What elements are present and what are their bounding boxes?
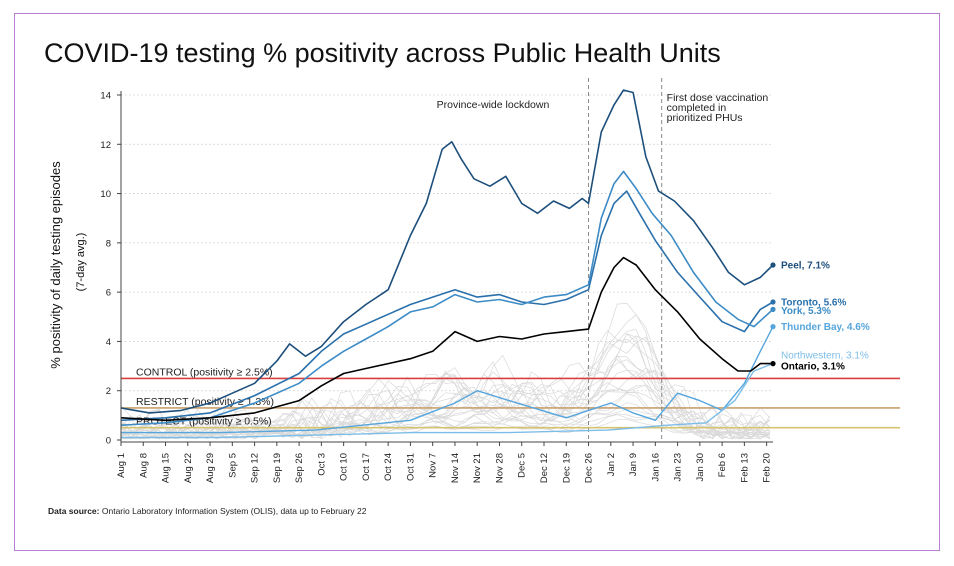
x-tick-label: Aug 8 [138,453,149,478]
y-tick-label: 6 [106,288,111,299]
annotation-vaccination: completed in [667,102,727,114]
series-line-york [120,170,774,426]
end-labels: Peel, 7.1% Toronto, 5.6%York, 5.3% Thunder… [770,261,870,373]
x-tick-label: Nov 28 [494,453,505,483]
x-tick-label: Nov 14 [450,453,461,483]
x-tick-label: Feb 20 [762,453,773,483]
event-lines [588,78,663,440]
axes: 0 2 4 6 8 10 12 14 Aug 1 Aug 8 Aug 15 Aug 22 Aug 29 S… [48,91,773,483]
data-source-label: Data source: [48,506,100,516]
other-phu-line [120,355,771,440]
x-tick-label: Aug 1 [116,453,127,478]
x-tick-label: Feb 6 [717,453,728,477]
annotation-vaccination: First dose vaccination [667,92,769,104]
x-tick-label: Jan 23 [673,453,684,482]
series-line-ontario [120,256,773,422]
x-tick-label: Aug 29 [205,453,216,483]
x-tick-label: Sep 5 [227,453,238,478]
x-tick-label: Jan 9 [628,453,639,476]
x-tick-label: Oct 10 [339,453,350,481]
annotations: Province-wide lockdown First dose vaccina… [437,92,769,124]
x-tick-label: Nov 7 [428,453,439,478]
y-axis-label: % positivity of daily testing episodes [48,161,63,369]
series-line-thunder-bay [121,326,774,434]
end-marker [770,361,776,367]
end-label: York, 5.3% [781,306,831,317]
x-tick-label: Jan 16 [650,453,661,482]
y-tick-label: 12 [100,140,111,151]
threshold-label: PROTECT (positivity ≥ 0.5%) [136,416,272,428]
series-line-toronto [120,190,774,422]
series-lines [120,89,774,439]
x-tick-label: Oct 3 [316,453,327,476]
y-tick-label: 0 [106,436,111,447]
end-label: Northwestern, 3.1% [781,350,869,361]
x-tick-label: Aug 22 [183,453,194,483]
end-marker [770,262,776,268]
y-tick-label: 14 [100,91,111,102]
y-tick-label: 8 [106,238,111,249]
x-tick-label: Sep 26 [294,453,305,483]
y-tick-label: 2 [106,386,111,397]
end-label: Thunder Bay, 4.6% [781,322,870,333]
end-marker [770,306,776,312]
series-line-northwestern [121,362,774,439]
other-phu-line [120,354,771,440]
annotation-vaccination: prioritized PHUs [667,112,743,124]
end-marker [770,299,776,305]
x-tick-label: Jan 2 [606,453,617,476]
x-tick-label: Oct 24 [383,453,394,481]
x-tick-label: Dec 5 [517,453,528,478]
end-marker [770,324,776,330]
x-tick-label: Dec 19 [561,453,572,483]
y-axis-sublabel: (7-day avg.) [75,233,87,292]
x-tick-label: Oct 31 [405,453,416,481]
grid [121,94,773,392]
other-phu-line [120,413,770,438]
end-label: Peel, 7.1% [781,261,830,272]
x-tick-label: Aug 15 [161,453,172,483]
x-tick-label: Sep 12 [250,453,261,483]
other-phu-line [120,391,770,440]
end-label: Ontario, 3.1% [781,362,845,373]
x-tick-label: Oct 17 [361,453,372,481]
data-source-note: Data source: Ontario Laboratory Informat… [48,506,366,516]
chart-frame [14,13,940,551]
x-tick-label: Dec 12 [539,453,550,483]
x-tick-label: Jan 30 [695,453,706,482]
series-line-peel [120,89,774,414]
page-title: COVID-19 testing % positivity across Pub… [44,38,721,68]
x-tick-label: Nov 21 [472,453,483,483]
threshold-lines: CONTROL (positivity ≥ 2.5%) RESTRICT (pos… [121,366,900,429]
other-phu-line [120,333,771,440]
other-phu-line [120,314,770,440]
threshold-label: CONTROL (positivity ≥ 2.5%) [136,366,273,378]
threshold-label: RESTRICT (positivity ≥ 1.3%) [136,396,274,408]
x-tick-label: Sep 19 [272,453,283,483]
y-tick-label: 10 [100,189,111,200]
data-source-text: Ontario Laboratory Information System (O… [101,506,367,516]
x-tick-label: Dec 26 [584,453,595,483]
y-tick-label: 4 [106,337,111,348]
end-label: Toronto, 5.6% [781,298,846,309]
x-tick-label: Feb 13 [739,453,750,483]
annotation-lockdown: Province-wide lockdown [437,99,550,111]
